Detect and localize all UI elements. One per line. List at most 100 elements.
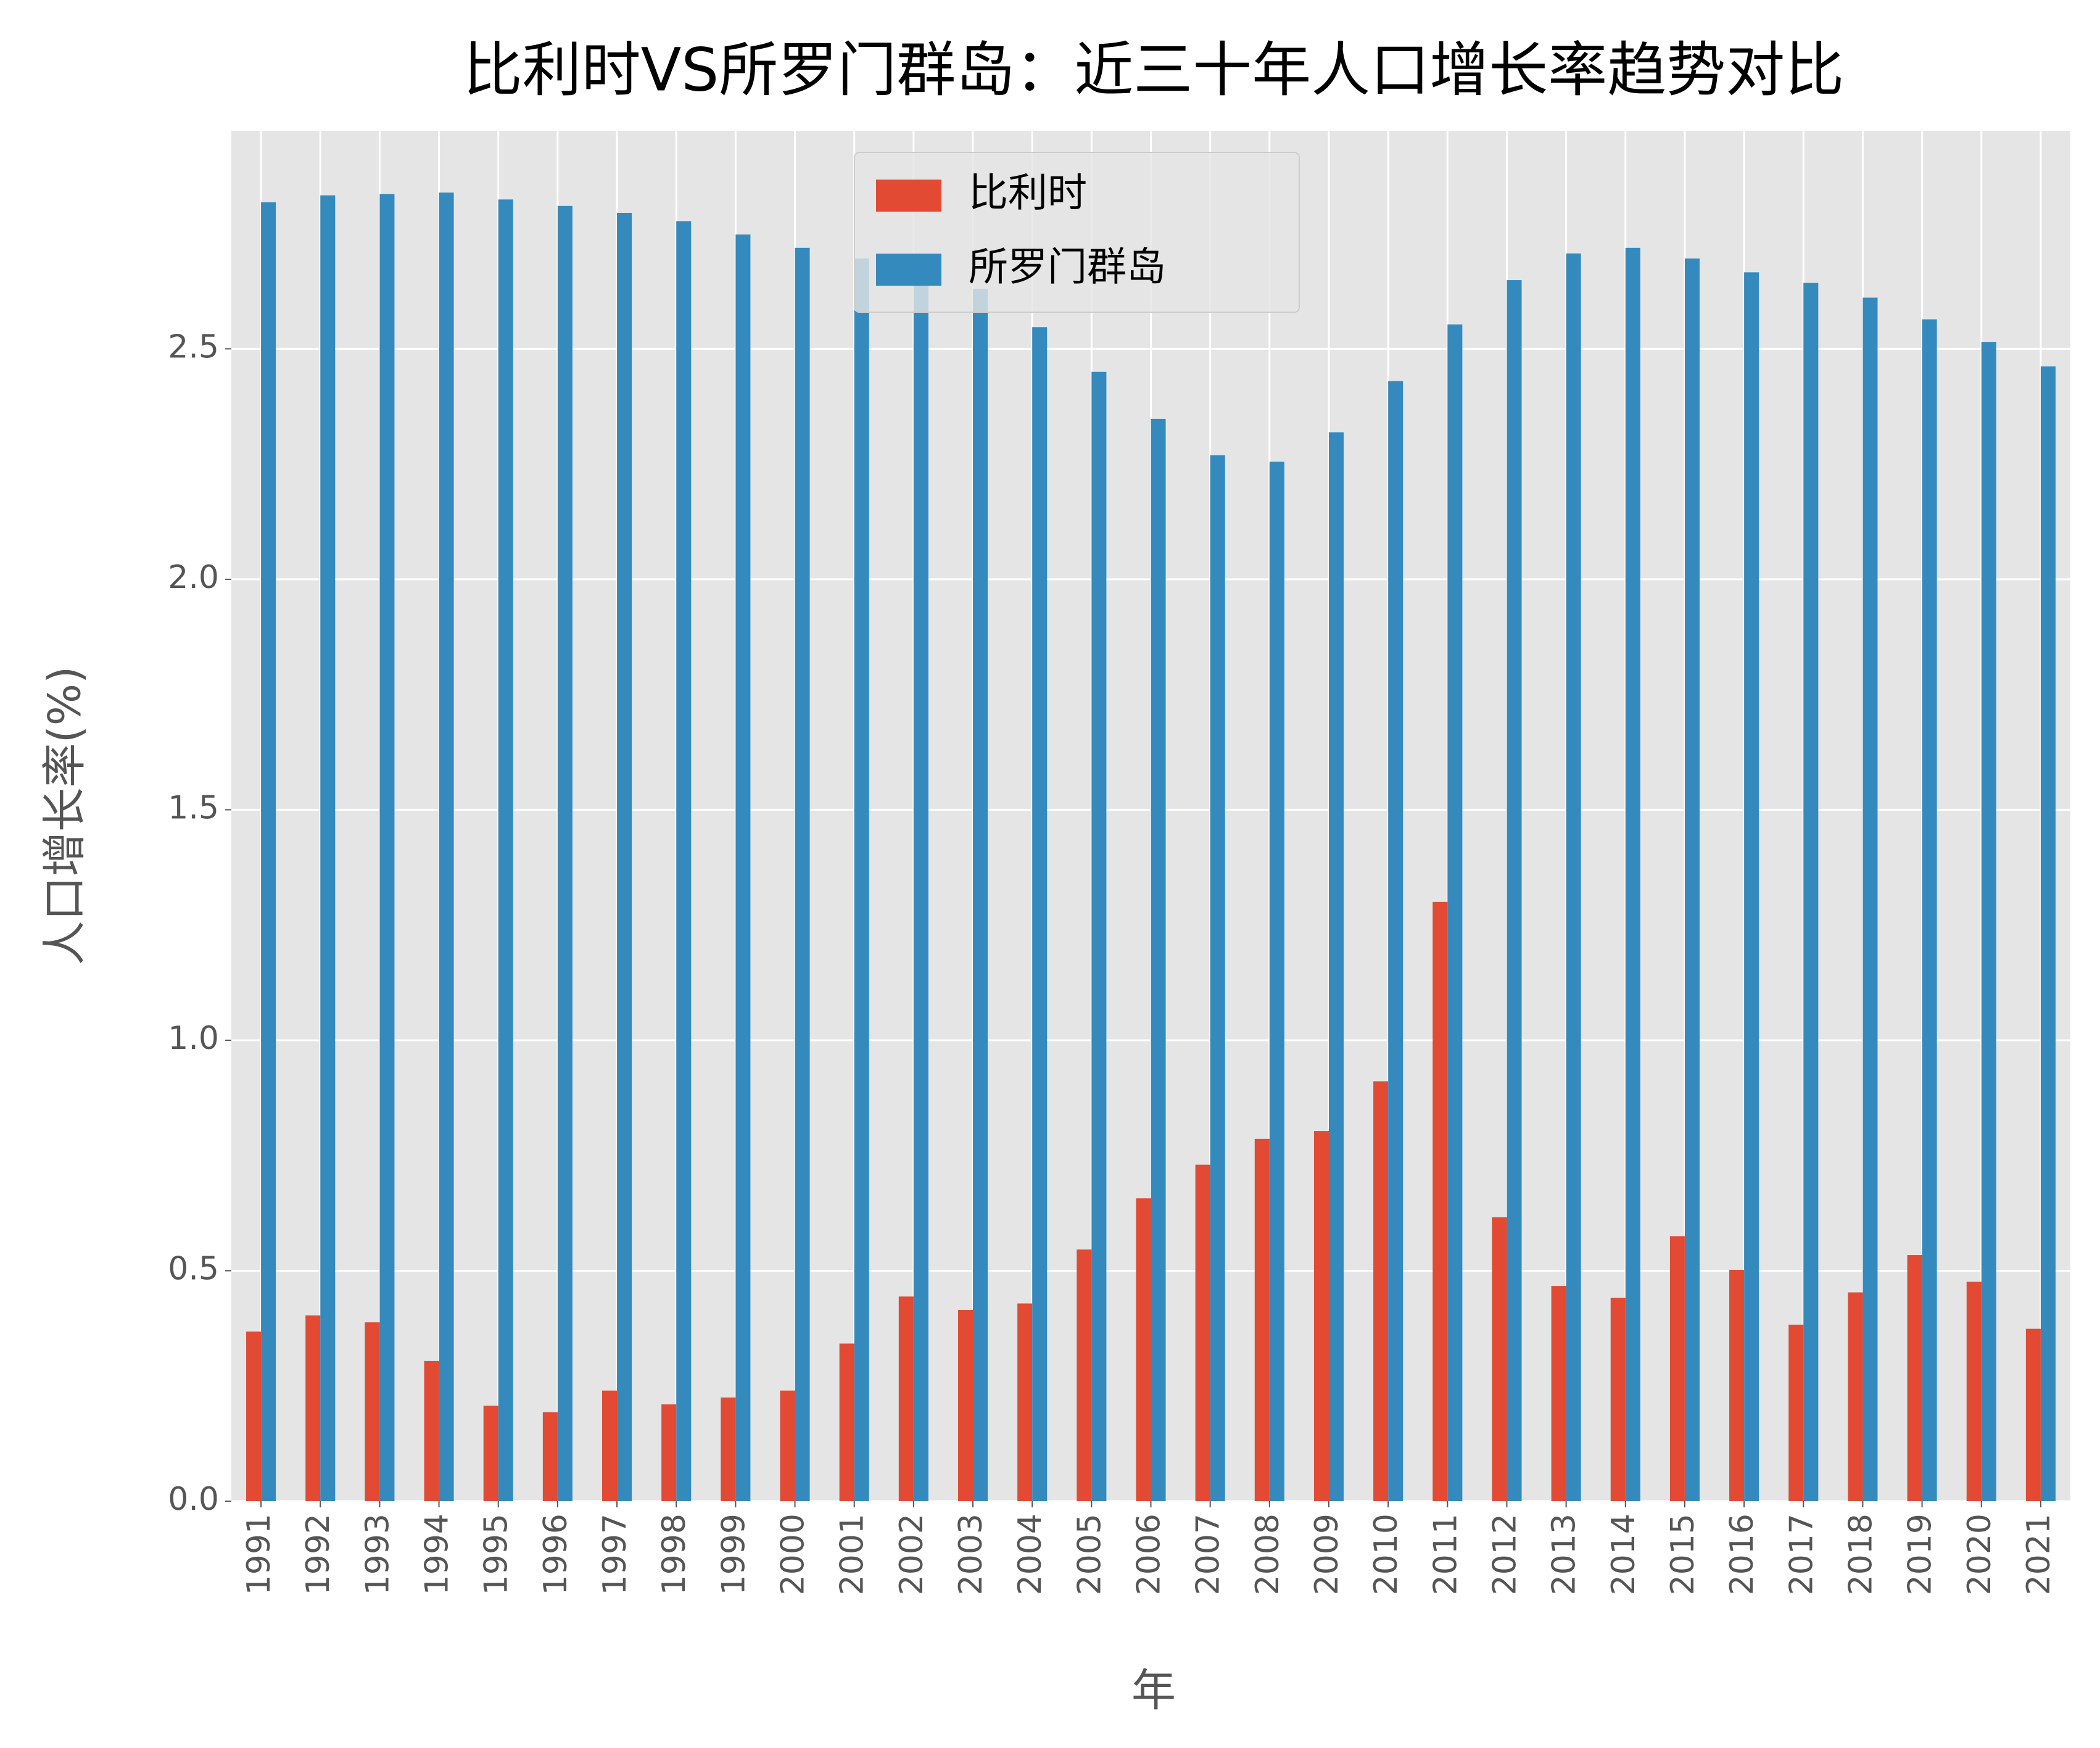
x-axis-label: 年 bbox=[1131, 1665, 1176, 1717]
bar bbox=[1803, 283, 1819, 1501]
bar bbox=[1269, 462, 1284, 1501]
bar bbox=[1373, 1081, 1389, 1501]
x-tick-label: 2015 bbox=[1664, 1514, 1701, 1595]
legend-swatch bbox=[876, 254, 941, 286]
bar bbox=[1625, 247, 1640, 1501]
x-tick-label: 2002 bbox=[893, 1514, 930, 1595]
bar bbox=[439, 193, 454, 1501]
bar bbox=[1388, 381, 1403, 1501]
bar bbox=[854, 258, 869, 1501]
bar bbox=[1788, 1324, 1804, 1501]
y-tick-label: 0.5 bbox=[168, 1250, 219, 1287]
bar bbox=[1981, 342, 1996, 1501]
chart-title: 比利时VS所罗门群岛：近三十年人口增长率趋势对比 bbox=[463, 35, 1845, 104]
bar bbox=[898, 1296, 914, 1501]
x-tick-label: 1992 bbox=[300, 1514, 337, 1595]
bar bbox=[735, 234, 751, 1501]
x-tick-label: 2014 bbox=[1605, 1514, 1642, 1595]
bar bbox=[1744, 272, 1759, 1502]
x-tick-label: 1999 bbox=[715, 1514, 752, 1595]
x-tick-label: 2017 bbox=[1783, 1514, 1820, 1595]
x-tick-label: 2005 bbox=[1071, 1514, 1108, 1595]
bar bbox=[1566, 253, 1581, 1501]
x-tick-label: 2012 bbox=[1486, 1514, 1523, 1595]
bar bbox=[1669, 1236, 1685, 1501]
bar bbox=[973, 289, 988, 1502]
bar bbox=[1254, 1138, 1270, 1501]
x-tick-label: 2021 bbox=[2020, 1514, 2057, 1595]
bar bbox=[1210, 455, 1225, 1502]
bar bbox=[379, 194, 395, 1502]
bar bbox=[557, 205, 573, 1501]
y-tick-label: 1.5 bbox=[168, 789, 219, 826]
bar bbox=[721, 1397, 736, 1501]
bar bbox=[261, 202, 276, 1501]
bar bbox=[1032, 327, 1048, 1501]
x-tick-label: 2001 bbox=[834, 1514, 871, 1595]
bar bbox=[839, 1343, 854, 1501]
x-tick-label: 2003 bbox=[953, 1514, 990, 1595]
x-tick-label: 2018 bbox=[1842, 1514, 1879, 1595]
bar bbox=[424, 1361, 439, 1501]
bar bbox=[498, 199, 513, 1501]
bar bbox=[246, 1332, 262, 1501]
bar bbox=[795, 247, 810, 1501]
bar bbox=[305, 1315, 321, 1501]
x-tick-label: 2016 bbox=[1724, 1514, 1761, 1595]
x-tick-label: 2000 bbox=[775, 1514, 812, 1595]
x-tick-label: 2004 bbox=[1012, 1514, 1049, 1595]
bar bbox=[1862, 297, 1878, 1501]
x-tick-label: 1991 bbox=[241, 1514, 278, 1595]
x-tick-label: 2019 bbox=[1902, 1514, 1939, 1595]
bar bbox=[1684, 258, 1700, 1501]
bar bbox=[1551, 1286, 1566, 1501]
bar bbox=[617, 212, 632, 1502]
x-tick-label: 1997 bbox=[597, 1514, 634, 1595]
y-tick-label: 0.0 bbox=[168, 1481, 219, 1518]
bar bbox=[1907, 1255, 1922, 1501]
x-tick-label: 2011 bbox=[1427, 1514, 1464, 1595]
x-tick-label: 2020 bbox=[1961, 1514, 1998, 1595]
x-tick-label: 1996 bbox=[537, 1514, 574, 1595]
legend-box bbox=[854, 152, 1300, 313]
bar bbox=[483, 1406, 498, 1501]
bar bbox=[1136, 1198, 1151, 1501]
bar bbox=[2040, 366, 2056, 1501]
bar bbox=[1017, 1303, 1033, 1501]
bar bbox=[320, 195, 336, 1502]
bar bbox=[1432, 901, 1448, 1501]
bar bbox=[957, 1309, 974, 1501]
bar bbox=[1195, 1164, 1210, 1501]
y-axis-label: 人口增长率(%) bbox=[39, 666, 91, 966]
bar bbox=[1151, 418, 1166, 1501]
x-tick-label: 2007 bbox=[1190, 1514, 1227, 1595]
bar bbox=[602, 1390, 618, 1501]
legend-swatch bbox=[876, 180, 941, 212]
x-tick-label: 1994 bbox=[419, 1514, 456, 1595]
bar bbox=[1077, 1249, 1092, 1501]
bar bbox=[780, 1390, 795, 1501]
bar bbox=[1507, 280, 1522, 1502]
legend-label: 比利时 bbox=[969, 171, 1087, 217]
x-tick-label: 2009 bbox=[1308, 1514, 1346, 1595]
y-tick-label: 1.0 bbox=[168, 1020, 219, 1057]
bar bbox=[1091, 371, 1107, 1502]
bar bbox=[676, 221, 692, 1502]
y-tick-label: 2.0 bbox=[168, 559, 219, 596]
bar bbox=[1729, 1269, 1745, 1501]
bar bbox=[1848, 1292, 1863, 1501]
x-tick-label: 2010 bbox=[1368, 1514, 1405, 1595]
x-tick-label: 1993 bbox=[359, 1514, 396, 1595]
bar bbox=[1447, 324, 1463, 1501]
x-tick-label: 2008 bbox=[1249, 1514, 1286, 1595]
y-tick-label: 2.5 bbox=[168, 328, 219, 365]
bar bbox=[365, 1322, 380, 1501]
bar bbox=[1328, 432, 1344, 1501]
bar bbox=[1492, 1217, 1507, 1501]
x-tick-label: 2006 bbox=[1131, 1514, 1168, 1595]
bar bbox=[542, 1412, 558, 1501]
x-tick-label: 1995 bbox=[478, 1514, 515, 1595]
bar bbox=[2025, 1328, 2041, 1501]
x-tick-label: 2013 bbox=[1546, 1514, 1583, 1595]
